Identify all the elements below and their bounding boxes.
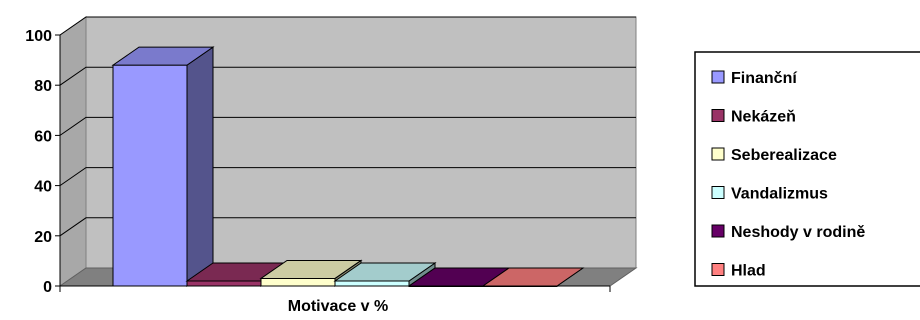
legend-item: Seberealizace (711, 147, 837, 164)
gridline (59, 16, 636, 36)
x-axis-label: Motivace v % (288, 298, 388, 315)
y-tick-label: 40 (34, 179, 52, 196)
legend-swatch (711, 70, 725, 84)
bar (111, 46, 215, 287)
gridline (59, 66, 636, 86)
legend-swatch (711, 147, 725, 161)
y-tick-label: 80 (34, 78, 52, 95)
legend-swatch (711, 263, 725, 276)
legend-swatch (711, 109, 725, 122)
legend-item: Vandalizmus (711, 186, 828, 203)
legend-label: Neshody v rodině (731, 224, 865, 241)
legend-item: Neshody v rodině (711, 224, 865, 241)
bar-top (259, 259, 363, 279)
y-tick-label: 0 (43, 279, 52, 296)
bar (333, 262, 437, 287)
bar-front (260, 277, 336, 287)
legend-item: Hlad (711, 263, 766, 280)
y-tick-label: 60 (34, 128, 52, 145)
gridline (59, 217, 636, 237)
legend-swatch (711, 186, 725, 199)
legend-box (694, 51, 920, 287)
legend-item: Finanční (711, 70, 797, 87)
bar (481, 267, 585, 287)
bar-top (333, 262, 437, 282)
legend-label: Seberealizace (731, 147, 837, 164)
gridline (59, 167, 636, 187)
legend-label: Vandalizmus (731, 186, 828, 203)
gridline (59, 116, 636, 136)
y-tick-label: 100 (25, 28, 52, 45)
legend-label: Hlad (731, 263, 766, 280)
bars (111, 46, 585, 287)
bar-front (186, 280, 262, 287)
bar-top (481, 267, 585, 287)
y-tick-label: 20 (34, 229, 52, 246)
legend-item: Nekázeň (711, 109, 796, 126)
legend-label: Finanční (731, 70, 797, 87)
side-wall (59, 16, 87, 287)
bar-top (111, 46, 215, 66)
bar-front (112, 64, 188, 287)
bar-front (334, 280, 410, 287)
legend-label: Nekázeň (731, 109, 796, 126)
bar-side (186, 46, 214, 287)
legend: Finanční Nekázeň Seberealizace Vandalizmus N… (694, 51, 920, 287)
legend-swatch (711, 224, 725, 238)
